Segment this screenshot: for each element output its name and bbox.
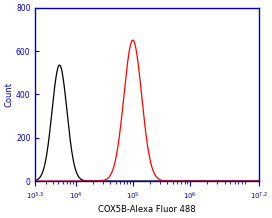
Y-axis label: Count: Count (4, 82, 13, 107)
X-axis label: COX5B-Alexa Fluor 488: COX5B-Alexa Fluor 488 (98, 205, 196, 214)
